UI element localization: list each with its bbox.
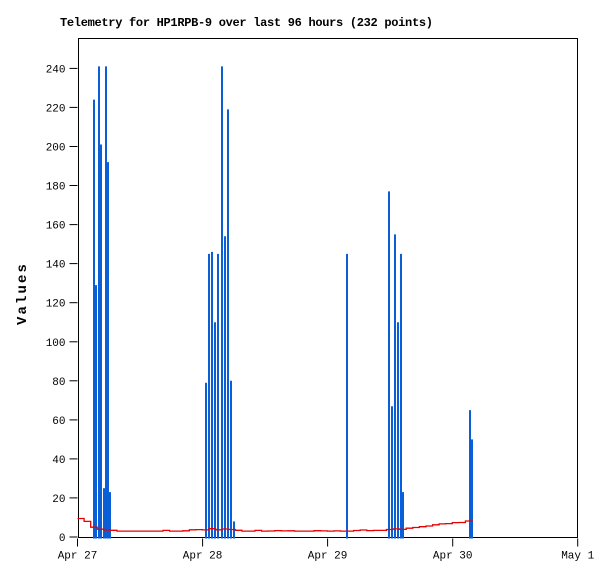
svg-text:180: 180 <box>46 182 66 194</box>
svg-text:60: 60 <box>52 416 65 428</box>
svg-text:0: 0 <box>59 533 66 545</box>
svg-text:20: 20 <box>52 494 65 506</box>
svg-text:120: 120 <box>46 299 66 311</box>
svg-text:Apr 27: Apr 27 <box>58 551 98 563</box>
svg-text:200: 200 <box>46 143 66 155</box>
svg-text:140: 140 <box>46 260 66 272</box>
svg-text:40: 40 <box>52 455 65 467</box>
svg-text:80: 80 <box>52 377 65 389</box>
svg-text:220: 220 <box>46 103 66 115</box>
svg-text:Apr 28: Apr 28 <box>183 551 223 563</box>
svg-text:240: 240 <box>46 64 66 76</box>
svg-text:100: 100 <box>46 338 66 350</box>
svg-text:160: 160 <box>46 221 66 233</box>
svg-text:Apr 30: Apr 30 <box>433 551 473 563</box>
svg-text:May 1: May 1 <box>561 551 594 563</box>
svg-text:Apr 29: Apr 29 <box>308 551 348 563</box>
